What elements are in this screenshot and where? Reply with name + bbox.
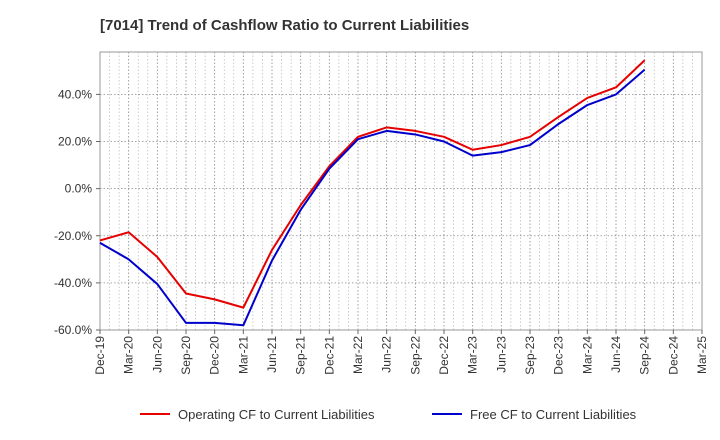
plot-area	[99, 51, 703, 331]
grid	[99, 52, 703, 331]
y-tick-label: -60.0%	[54, 323, 92, 337]
x-tick-label: Jun-24	[609, 336, 623, 373]
y-tick-label: -40.0%	[54, 276, 92, 290]
chart-title: [7014] Trend of Cashflow Ratio to Curren…	[100, 17, 469, 34]
y-tick-label: 0.0%	[65, 182, 93, 196]
x-tick-label: Sep-23	[523, 336, 537, 375]
series-line-operating-cf	[99, 59, 646, 309]
x-tick-label: Jun-22	[380, 336, 394, 373]
x-tick-label: Jun-20	[150, 336, 164, 373]
x-axis-ticks: Dec-19 Mar-20 Jun-20 Sep-20 Dec-20 Mar-21 Jun-…	[93, 330, 709, 375]
y-tick-label: 20.0%	[58, 135, 92, 149]
x-tick-label: Dec-22	[437, 336, 451, 375]
x-tick-label: Sep-20	[179, 336, 193, 375]
x-tick-label: Dec-21	[322, 336, 336, 375]
x-tick-label: Jun-21	[265, 336, 279, 373]
x-tick-label: Sep-22	[408, 336, 422, 375]
y-axis-ticks: -60.0% -40.0% -20.0% 0.0% 20.0% 40.0%	[54, 87, 100, 337]
x-tick-label: Mar-20	[122, 336, 136, 374]
series-line-free-cf	[99, 68, 646, 327]
x-tick-label: Dec-19	[93, 336, 107, 375]
legend: Operating CF to Current Liabilities Free…	[140, 407, 637, 422]
x-tick-label: Mar-23	[466, 336, 480, 374]
y-tick-label: -20.0%	[54, 229, 92, 243]
series-lines	[99, 59, 646, 327]
x-tick-label: Mar-21	[236, 336, 250, 374]
x-tick-label: Dec-20	[208, 336, 222, 375]
x-tick-label: Sep-24	[638, 336, 652, 375]
x-tick-label: Jun-23	[494, 336, 508, 373]
x-tick-label: Dec-24	[666, 336, 680, 375]
x-tick-label: Mar-22	[351, 336, 365, 374]
x-tick-label: Mar-24	[580, 336, 594, 374]
x-tick-label: Dec-23	[552, 336, 566, 375]
x-tick-label: Sep-21	[294, 336, 308, 375]
legend-label-free-cf: Free CF to Current Liabilities	[470, 407, 637, 422]
legend-label-operating-cf: Operating CF to Current Liabilities	[178, 407, 375, 422]
y-tick-label: 40.0%	[58, 87, 92, 101]
x-tick-label: Mar-25	[695, 336, 709, 374]
